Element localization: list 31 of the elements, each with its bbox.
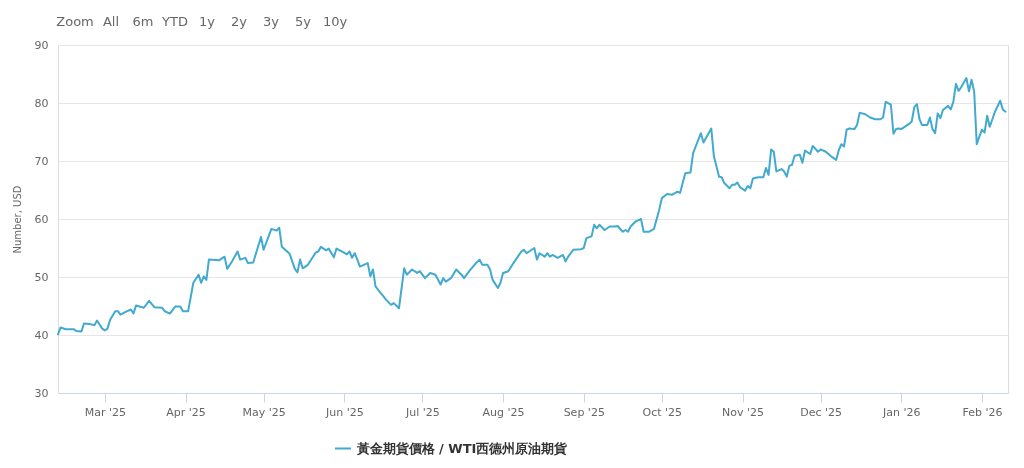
x-tick-label: Jan '26 [882,405,921,419]
text: 3y [263,14,280,29]
y-axis-title: Number, USD [11,185,23,254]
x-tick-label: May '25 [242,405,286,419]
text: Zoom [56,14,94,29]
x-tick-label: Sep '25 [563,405,605,419]
text: 1y [199,14,216,29]
x-tick-label: Aug '25 [482,405,525,419]
x-tick-label: Apr '25 [166,405,206,419]
legend-label: 黃金期貨價格 / WTI西德州原油期貨 [355,440,569,456]
y-tick-label: 80 [34,96,49,110]
x-tick-label: Mar '25 [84,405,126,419]
x-tick-label: Jun '25 [324,405,364,419]
y-tick-label: 30 [34,386,49,400]
y-tick-label: 50 [34,270,49,284]
line-series [57,77,1007,336]
text: 5y [295,14,312,29]
text: 6m [132,14,154,29]
text: All [102,14,120,29]
text: 2y [231,14,248,29]
y-tick-label: 40 [34,328,49,342]
x-tick-label: Nov '25 [722,405,765,419]
y-tick-label: 60 [34,212,49,226]
x-tick-label: Feb '26 [962,405,1003,419]
x-tick-label: Dec '25 [800,405,843,419]
x-tick-label: Oct '25 [642,405,683,419]
text: YTD [161,14,188,29]
text: 10y [322,14,348,29]
y-tick-label: 70 [34,154,49,168]
x-tick-label: Jul '25 [404,405,440,419]
y-tick-label: 90 [34,38,49,52]
